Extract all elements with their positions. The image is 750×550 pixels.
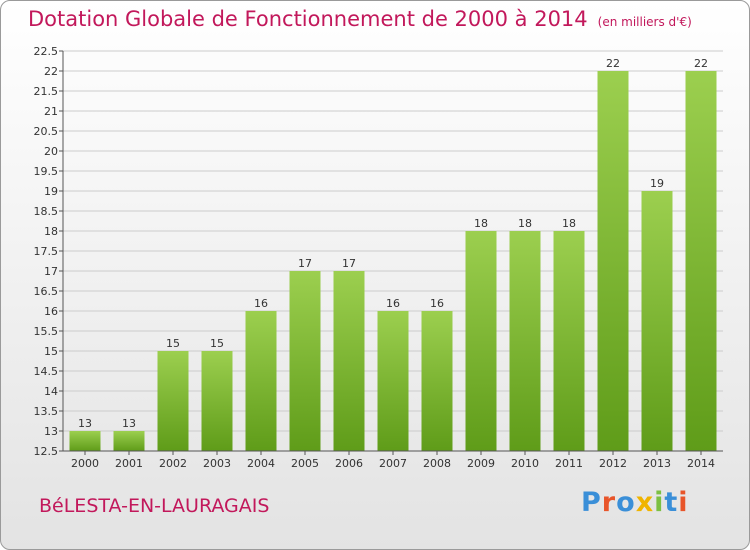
bar-2012 xyxy=(597,71,629,451)
data-label: 13 xyxy=(122,417,136,430)
data-label: 18 xyxy=(562,217,576,230)
y-tick-label: 18 xyxy=(44,225,58,238)
data-label: 17 xyxy=(342,257,356,270)
data-label: 18 xyxy=(474,217,488,230)
data-label: 16 xyxy=(386,297,400,310)
y-tick-label: 22.5 xyxy=(34,45,59,58)
data-label: 15 xyxy=(210,337,224,350)
data-label: 17 xyxy=(298,257,312,270)
y-tick-label: 22 xyxy=(44,65,58,78)
x-tick-label: 2000 xyxy=(71,457,99,470)
x-tick-label: 2014 xyxy=(687,457,715,470)
data-labels: 13 13 15 15 16 17 17 16 16 18 18 18 22 19 22 xyxy=(78,57,708,430)
y-tick-label: 21 xyxy=(44,105,58,118)
x-tick-label: 2004 xyxy=(247,457,275,470)
bar-2009 xyxy=(465,231,497,451)
data-label: 22 xyxy=(606,57,620,70)
logo-letter: r xyxy=(601,487,617,518)
y-tick-label: 12.5 xyxy=(34,445,59,458)
y-tick-label: 19 xyxy=(44,185,58,198)
bar-2013 xyxy=(641,191,673,451)
data-label: 16 xyxy=(254,297,268,310)
y-tick-label: 20 xyxy=(44,145,58,158)
logo-letter: t xyxy=(664,487,679,518)
bar-2010 xyxy=(509,231,541,451)
y-tick-label: 17.5 xyxy=(34,245,59,258)
y-tick-label: 15 xyxy=(44,345,58,358)
y-tick-label: 15.5 xyxy=(34,325,59,338)
x-tick-label: 2013 xyxy=(643,457,671,470)
bar-2011 xyxy=(553,231,585,451)
data-label: 16 xyxy=(430,297,444,310)
proxiti-logo: Proxiti xyxy=(581,487,689,518)
bar-2007 xyxy=(377,311,409,451)
y-tick-label: 14 xyxy=(44,385,58,398)
data-label: 15 xyxy=(166,337,180,350)
x-tick-label: 2001 xyxy=(115,457,143,470)
bar-2004 xyxy=(245,311,277,451)
bar-2002 xyxy=(157,351,189,451)
bars xyxy=(69,71,717,451)
y-tick-label: 16 xyxy=(44,305,58,318)
bar-2014 xyxy=(685,71,717,451)
y-tick-label: 16.5 xyxy=(34,285,59,298)
y-tick-label: 14.5 xyxy=(34,365,59,378)
bar-2001 xyxy=(113,431,145,451)
bar-2006 xyxy=(333,271,365,451)
bar-2005 xyxy=(289,271,321,451)
x-tick-label: 2002 xyxy=(159,457,187,470)
x-tick-label: 2010 xyxy=(511,457,539,470)
bar-2008 xyxy=(421,311,453,451)
y-tick-label: 19.5 xyxy=(34,165,59,178)
x-tick-label: 2009 xyxy=(467,457,495,470)
x-tick-label: 2011 xyxy=(555,457,583,470)
x-tick-label: 2005 xyxy=(291,457,319,470)
data-label: 18 xyxy=(518,217,532,230)
x-tick-label: 2008 xyxy=(423,457,451,470)
chart-subtitle: (en milliers d'€) xyxy=(597,15,692,29)
data-label: 19 xyxy=(650,177,664,190)
y-tick-label: 21.5 xyxy=(34,85,59,98)
y-tick-label: 17 xyxy=(44,265,58,278)
y-tick-label: 20.5 xyxy=(34,125,59,138)
logo-letter: i xyxy=(654,487,665,518)
y-tick-label: 13.5 xyxy=(34,405,59,418)
bar-2003 xyxy=(201,351,233,451)
x-tick-label: 2012 xyxy=(599,457,627,470)
x-tick-label: 2003 xyxy=(203,457,231,470)
data-label: 13 xyxy=(78,417,92,430)
axes: 12.5 13 13.5 14 14.5 15 15.5 16 16.5 17 17.5 18 18.5… xyxy=(34,45,723,470)
logo-letter: o xyxy=(616,487,636,518)
x-tick-label: 2006 xyxy=(335,457,363,470)
chart-title: Dotation Globale de Fonctionnement de 20… xyxy=(28,7,692,31)
commune-name: BéLESTA-EN-LAURAGAIS xyxy=(39,495,270,517)
data-label: 22 xyxy=(694,57,708,70)
y-tick-label: 13 xyxy=(44,425,58,438)
y-tick-label: 18.5 xyxy=(34,205,59,218)
x-tick-label: 2007 xyxy=(379,457,407,470)
logo-letter: i xyxy=(678,487,689,518)
logo-letter: x xyxy=(635,487,655,518)
bar-2000 xyxy=(69,431,101,451)
logo-letter: P xyxy=(581,487,602,518)
